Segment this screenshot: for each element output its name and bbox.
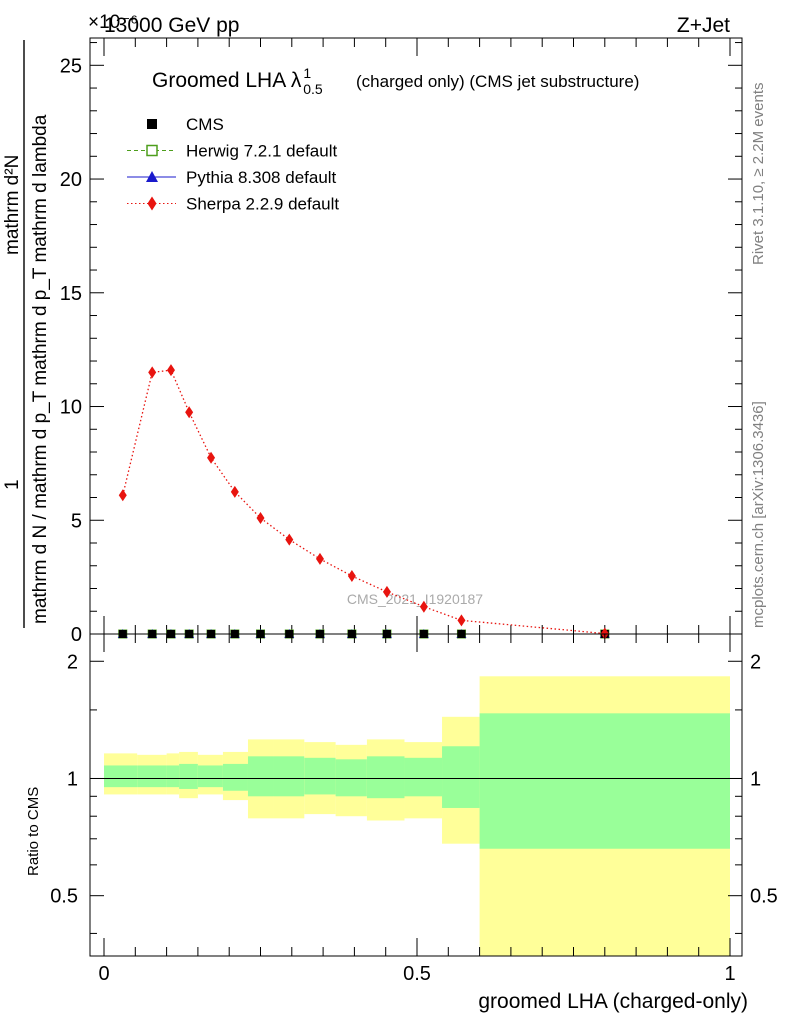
- analysis-watermark: CMS_2021_I1920187: [347, 591, 483, 607]
- ratio-y-tick-label-right: 1: [750, 768, 761, 790]
- ratio-inner-band: [222, 763, 248, 791]
- sherpa-marker: [148, 366, 157, 379]
- ratio-inner-band: [197, 765, 223, 788]
- ratio-inner-band: [166, 765, 180, 788]
- legend-label: CMS: [186, 115, 224, 134]
- x-tick-label: 0: [98, 963, 109, 985]
- sherpa-marker: [285, 533, 294, 546]
- y-tick-label: 25: [60, 55, 82, 77]
- sherpa-marker: [207, 451, 216, 464]
- mcplots-label: mcplots.cern.ch [arXiv:1306.3436]: [750, 401, 767, 628]
- energy-label: 13000 GeV pp: [104, 14, 239, 37]
- x-tick-label: 1: [724, 963, 735, 985]
- ratio-inner-band: [137, 765, 167, 788]
- chart-title: Groomed LHA λ 1 0.5: [152, 65, 323, 97]
- rivet-label: Rivet 3.1.10, ≥ 2.2M events: [750, 83, 767, 266]
- legend-sherpa-marker: [147, 196, 157, 211]
- main-panel: 0 5 10 15 20 25 CMS_2021_I1920187 Groomed LHA…: [2, 37, 743, 646]
- sherpa-line: [122, 369, 605, 635]
- ratio-inner-band: [442, 746, 480, 808]
- ratio-y-label: Ratio to CMS: [25, 787, 42, 876]
- legend-pythia-marker: [146, 171, 158, 182]
- legend-label: Pythia 8.308 default: [186, 168, 337, 187]
- ratio-y-tick-label: 2: [67, 651, 78, 673]
- ratio-inner-band: [335, 759, 367, 797]
- sherpa-marker: [419, 600, 428, 613]
- ratio-inner-band: [304, 757, 336, 795]
- y-tick-label: 5: [71, 510, 82, 532]
- ratio-inner-band: [179, 763, 198, 789]
- main-y-label: 1 mathrm d²N mathrm d N / mathrm d p_T m…: [2, 40, 51, 628]
- y-label-numerator: mathrm d²N: [2, 155, 23, 255]
- sherpa-marker: [315, 552, 324, 565]
- chart-title-suffix: (charged only) (CMS jet substructure): [356, 72, 639, 91]
- main-y-ticks: 0 5 10 15 20 25: [60, 42, 742, 646]
- ratio-y-tick-label-right: 2: [750, 651, 761, 673]
- ratio-y-tick-label: 0.5: [50, 886, 78, 908]
- ratio-y-tick-label: 1: [67, 768, 78, 790]
- y-tick-label: 10: [60, 397, 82, 419]
- sherpa-marker: [118, 489, 127, 502]
- sherpa-marker: [457, 614, 466, 627]
- sherpa-marker: [382, 585, 391, 598]
- sherpa-marker: [166, 364, 175, 377]
- legend-label: Herwig 7.2.1 default: [186, 142, 337, 161]
- sherpa-marker: [230, 485, 239, 498]
- ratio-inner-band: [247, 756, 274, 797]
- main-x-ticks: [103, 38, 731, 634]
- series-lines: [122, 369, 605, 635]
- legend-label: Sherpa 2.2.9 default: [186, 195, 339, 214]
- y-tick-label: 20: [60, 169, 82, 191]
- process-label: Z+Jet: [677, 14, 730, 37]
- x-tick-label: 0.5: [403, 963, 431, 985]
- y-tick-label: 0: [71, 624, 82, 646]
- sherpa-marker: [347, 569, 356, 582]
- legend-cms-marker: [147, 119, 157, 129]
- sherpa-marker: [185, 406, 194, 419]
- ratio-inner-band: [479, 713, 730, 849]
- y-label-one: 1: [2, 479, 23, 490]
- y-tick-label: 15: [60, 283, 82, 305]
- ratio-inner-band: [404, 757, 443, 797]
- y-label-denominator: mathrm d N / mathrm d p_T mathrm d p_T m…: [30, 114, 51, 624]
- ratio-bands: [104, 676, 730, 956]
- ratio-frame: [89, 633, 743, 957]
- ratio-y-ticks: 0.5 0.5 1 1 2 2: [50, 651, 778, 934]
- sherpa-marker: [256, 511, 265, 524]
- ratio-inner-band: [273, 756, 305, 797]
- ratio-inner-band: [104, 765, 138, 788]
- legend-herwig-marker: [146, 144, 158, 157]
- ratio-x-ticks: 0 0.5 1: [98, 634, 736, 985]
- ratio-panel: 0.5 0.51 12 2 0 0.5 1 Ratio to CMS groomed LH…: [25, 633, 778, 1013]
- legend: CMS Herwig 7.2.1 default Pythia 8.308 defa…: [127, 115, 339, 214]
- ratio-y-tick-label-right: 0.5: [750, 886, 778, 908]
- ratio-inner-band: [366, 756, 405, 799]
- y-exponent: ×10⁻⁶: [88, 12, 138, 33]
- x-axis-label: groomed LHA (charged-only): [478, 990, 748, 1013]
